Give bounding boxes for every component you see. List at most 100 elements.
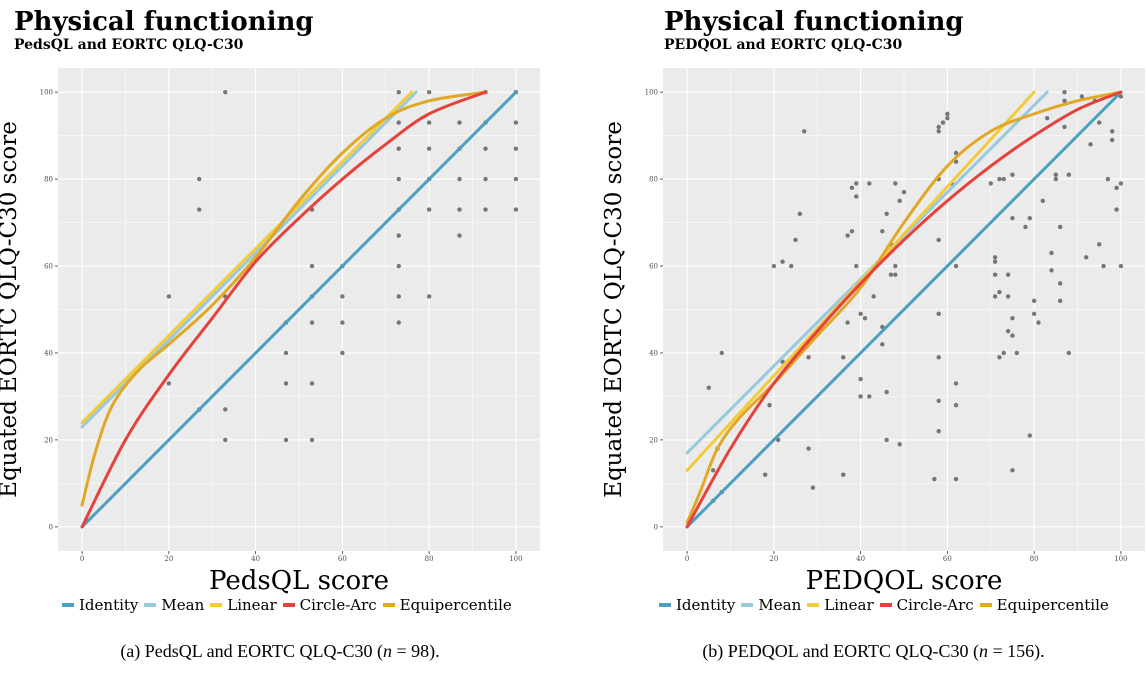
data-point [1057, 224, 1063, 230]
y-axis-title: Equated EORTC QLQ-C30 score [601, 121, 627, 498]
data-point [849, 229, 855, 234]
data-point [396, 233, 401, 238]
data-point [513, 207, 519, 212]
data-point [845, 320, 850, 325]
plot-a: 0 20 40 60 80 100 0 20 40 60 80 100 PedsQL score Equa… [0, 68, 540, 596]
data-point [1010, 216, 1015, 221]
y-tick-label: 60 [649, 263, 658, 271]
legend-key [659, 603, 671, 607]
legend-key [62, 603, 74, 607]
y-tick-label: 20 [649, 436, 658, 444]
data-point [1057, 281, 1063, 286]
data-point [1101, 263, 1106, 269]
data-point [457, 207, 462, 212]
data-point [858, 311, 863, 317]
data-point [936, 429, 941, 434]
data-point [936, 311, 941, 317]
panel-b: Physical functioning PEDQOL and EORTC QL… [600, 0, 1147, 674]
data-point [1005, 294, 1011, 299]
x-tick-label: 0 [685, 555, 689, 563]
data-point [953, 159, 959, 164]
data-point [426, 146, 432, 151]
data-point [780, 359, 785, 364]
data-point [309, 381, 315, 386]
data-point [396, 176, 401, 182]
data-point [867, 394, 872, 399]
data-point [396, 89, 401, 95]
panel-a: Physical functioning PedsQL and EORTC QL… [0, 0, 560, 674]
legend-item-linear: Linear [210, 596, 277, 614]
data-point [992, 294, 998, 299]
data-point [1066, 172, 1072, 177]
y-tick-label: 60 [44, 263, 53, 271]
legend-key [282, 603, 295, 607]
data-point [858, 394, 863, 399]
series-line-circle-arc [80, 90, 488, 529]
data-point [426, 294, 432, 299]
data-point [880, 342, 885, 347]
legend-label: Linear [824, 596, 874, 614]
figure-caption: (a) PedsQL and EORTC QLQ-C30 (n = 98). [0, 641, 560, 662]
series-line-linear [80, 90, 414, 425]
legend-item-equipercentile: Equipercentile [382, 596, 512, 614]
data-point [1062, 89, 1067, 95]
data-point [767, 402, 772, 408]
data-point [483, 146, 488, 151]
data-point [283, 350, 289, 356]
chart-title: Physical functioning [14, 7, 314, 37]
legend: Identity Mean Linear Circle-Arc Equiperc… [659, 596, 1115, 614]
data-point [223, 407, 228, 412]
legend-label: Identity [676, 596, 736, 614]
x-tick-label: 40 [856, 555, 865, 563]
data-point [858, 376, 863, 382]
data-point [1118, 263, 1124, 269]
y-tick-label: 80 [649, 176, 658, 184]
data-point [888, 272, 894, 277]
x-tick-label: 20 [164, 555, 173, 563]
legend-label: Equipercentile [399, 596, 512, 614]
data-point [1027, 216, 1033, 221]
x-tick-label: 100 [509, 555, 522, 563]
data-point [426, 207, 432, 212]
y-tick-label: 20 [44, 436, 53, 444]
data-point [854, 181, 859, 186]
data-point [166, 294, 172, 299]
data-point [884, 437, 889, 443]
y-tick-label: 80 [44, 176, 53, 184]
data-point [1118, 181, 1124, 186]
data-point [997, 176, 1002, 182]
data-point [893, 263, 898, 269]
x-tick-label: 80 [1030, 555, 1039, 563]
data-point [340, 320, 345, 325]
caption-text-end: = 156). [988, 641, 1045, 661]
data-point [396, 146, 401, 151]
data-point [1114, 207, 1119, 212]
legend-key [741, 603, 754, 607]
data-point [396, 263, 401, 269]
data-point [936, 355, 941, 360]
data-point [936, 398, 941, 403]
chart-subtitle: PedsQL and EORTC QLQ-C30 [14, 37, 244, 53]
data-point [1097, 120, 1102, 125]
data-point [806, 446, 811, 451]
legend-key [979, 603, 992, 607]
data-point [862, 315, 868, 321]
data-point [1105, 176, 1111, 182]
x-tick-label: 60 [943, 555, 952, 563]
data-point [1010, 468, 1015, 473]
data-point [1049, 268, 1054, 273]
data-point [223, 437, 228, 443]
caption-n: n [979, 641, 989, 661]
x-axis-title: PedsQL score [209, 566, 389, 596]
data-point [483, 176, 488, 182]
data-point [1110, 129, 1115, 134]
data-point [513, 176, 519, 182]
data-point [771, 263, 777, 269]
y-axis-title: Equated EORTC QLQ-C30 score [0, 121, 22, 498]
data-point [936, 124, 941, 130]
data-point [1040, 198, 1046, 204]
data-point [426, 120, 432, 125]
chart-title: Physical functioning [664, 7, 964, 37]
data-point [1044, 116, 1050, 121]
data-point [953, 381, 959, 386]
